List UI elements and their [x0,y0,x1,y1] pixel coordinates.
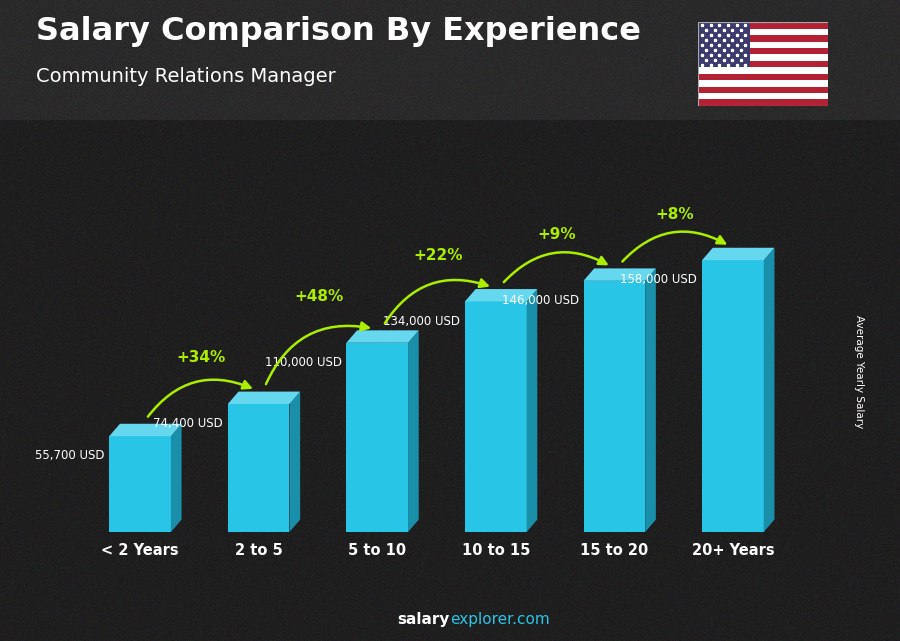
Text: 146,000 USD: 146,000 USD [501,294,579,307]
Text: +9%: +9% [537,228,576,242]
Polygon shape [228,404,290,532]
Text: explorer.com: explorer.com [450,612,550,628]
Bar [698,87,828,93]
Text: Community Relations Manager: Community Relations Manager [36,67,336,87]
Bar [698,22,750,67]
Text: 55,700 USD: 55,700 USD [35,449,104,462]
Bar [698,35,828,42]
Text: salary: salary [398,612,450,628]
Polygon shape [465,289,537,301]
Bar [698,42,828,48]
Polygon shape [346,330,418,343]
Polygon shape [228,392,300,404]
Text: +8%: +8% [656,206,695,222]
Text: 110,000 USD: 110,000 USD [265,356,342,369]
Polygon shape [702,248,774,260]
Polygon shape [109,436,171,532]
Text: 134,000 USD: 134,000 USD [383,315,460,328]
Text: Average Yearly Salary: Average Yearly Salary [854,315,865,428]
Polygon shape [645,269,656,532]
Bar [698,61,828,67]
Polygon shape [290,392,300,532]
Text: +48%: +48% [295,289,344,304]
Text: +34%: +34% [176,351,226,365]
Text: 158,000 USD: 158,000 USD [620,273,698,287]
Polygon shape [702,260,764,532]
Polygon shape [526,289,537,532]
Polygon shape [171,424,182,532]
Bar [698,67,828,74]
Polygon shape [764,248,774,532]
Polygon shape [408,330,418,532]
Text: Salary Comparison By Experience: Salary Comparison By Experience [36,16,641,47]
Text: +22%: +22% [413,248,463,263]
Bar [698,29,828,35]
Bar [698,22,828,29]
Polygon shape [346,343,408,532]
Bar [698,74,828,80]
Bar [698,54,828,61]
Bar [698,80,828,87]
Bar [698,48,828,54]
Polygon shape [465,301,526,532]
Polygon shape [583,269,656,281]
Bar [698,99,828,106]
Text: 74,400 USD: 74,400 USD [153,417,223,430]
Bar [698,93,828,99]
Polygon shape [583,281,645,532]
Polygon shape [109,424,182,436]
